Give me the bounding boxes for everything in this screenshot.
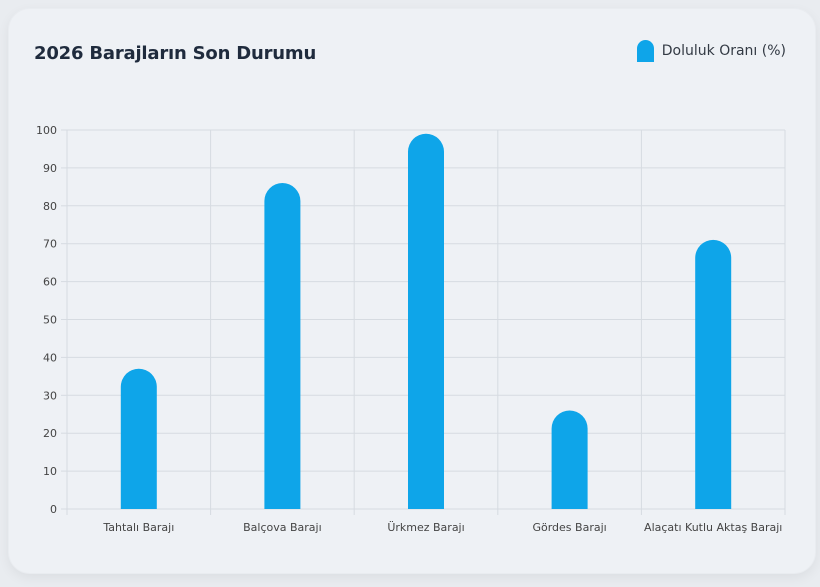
y-tick-label: 0 xyxy=(50,503,57,516)
legend-label: Doluluk Oranı (%) xyxy=(661,43,786,59)
y-tick-label: 50 xyxy=(43,314,57,327)
y-tick-label: 90 xyxy=(43,162,57,175)
y-tick-label: 100 xyxy=(36,124,57,137)
x-tick-label: Gördes Barajı xyxy=(532,521,606,534)
bar xyxy=(120,368,157,509)
x-tick-label: Tahtalı Barajı xyxy=(102,521,174,534)
y-tick-label: 80 xyxy=(43,200,57,213)
y-tick-label: 60 xyxy=(43,276,57,289)
y-tick-label: 70 xyxy=(43,238,57,251)
bar xyxy=(264,183,301,509)
y-tick-label: 30 xyxy=(43,389,57,402)
chart-title: 2026 Barajların Son Durumu xyxy=(34,43,317,64)
y-tick-label: 40 xyxy=(43,351,57,364)
x-tick-label: Alaçatı Kutlu Aktaş Barajı xyxy=(644,521,782,534)
bar xyxy=(551,410,588,509)
x-tick-label: Balçova Barajı xyxy=(243,521,322,534)
y-tick-label: 20 xyxy=(43,427,57,440)
bar xyxy=(695,239,732,509)
bar xyxy=(408,133,444,510)
chart-legend[interactable]: Doluluk Oranı (%) xyxy=(636,40,786,62)
x-tick-label: Ürkmez Barajı xyxy=(387,521,464,534)
legend-swatch xyxy=(636,40,654,62)
y-tick-label: 10 xyxy=(43,465,57,478)
